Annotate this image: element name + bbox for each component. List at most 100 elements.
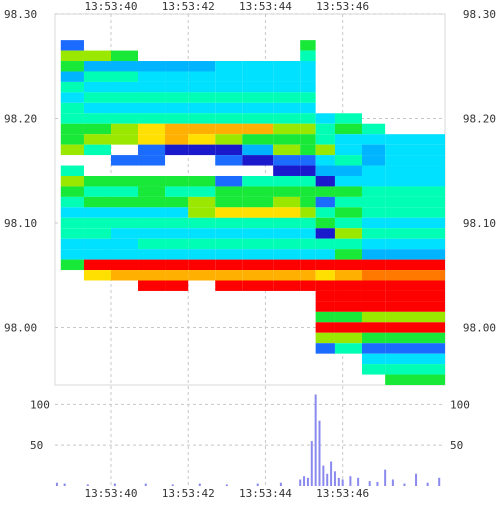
heatmap-cell — [361, 301, 386, 312]
heatmap-cell — [334, 290, 362, 302]
heatmap-cell — [385, 207, 445, 218]
heatmap-cell — [188, 207, 216, 218]
price-tick-label-right: 98.10 — [463, 217, 496, 230]
heatmap-cell — [83, 81, 111, 93]
heatmap-cell — [273, 249, 301, 260]
heatmap-cell — [60, 196, 84, 208]
heatmap-cell — [215, 207, 243, 218]
heatmap-cell — [83, 144, 111, 156]
heatmap-cell — [60, 102, 84, 114]
heatmap-cell — [138, 113, 166, 124]
heatmap-cell — [315, 249, 335, 260]
heatmap-cell — [385, 280, 445, 291]
heatmap-cell — [165, 196, 189, 208]
heatmap-cell — [334, 228, 362, 239]
volume-bar — [318, 420, 321, 486]
heatmap-cell — [273, 238, 301, 250]
heatmap-cell — [385, 364, 445, 375]
heatmap-cell — [215, 61, 243, 72]
heatmap-cell — [165, 102, 189, 114]
heatmap-cell — [165, 71, 189, 82]
price-tick-label-right: 98.20 — [463, 113, 496, 126]
heatmap-cell — [60, 238, 84, 250]
heatmap-cell — [273, 71, 301, 82]
heatmap-cell — [361, 155, 386, 166]
heatmap-cell — [385, 270, 445, 281]
heatmap-cell — [165, 81, 189, 93]
heatmap-cell — [110, 175, 139, 187]
heatmap-cell — [138, 175, 166, 187]
heatmap-cell — [242, 196, 274, 208]
heatmap-cell — [300, 40, 316, 51]
heatmap-cell — [138, 61, 166, 72]
heatmap-cell — [242, 123, 274, 135]
heatmap-cell — [188, 217, 216, 229]
heatmap-cell — [138, 270, 166, 281]
heatmap-cell — [215, 134, 243, 145]
price-tick-label-left: 98.00 — [4, 322, 37, 335]
heatmap-cell — [300, 280, 316, 291]
heatmap-cell — [138, 196, 166, 208]
heatmap-cell — [334, 322, 362, 333]
heatmap-cell — [242, 113, 274, 124]
heatmap-cell — [138, 134, 166, 145]
heatmap-cell — [385, 238, 445, 250]
heatmap-cell — [300, 50, 316, 62]
time-tick-label-top: 13:53:46 — [316, 0, 369, 13]
heatmap-cell — [60, 134, 84, 145]
heatmap-cell — [315, 322, 335, 333]
heatmap-cell — [110, 61, 139, 72]
heatmap-cell — [361, 217, 386, 229]
heatmap-cell — [385, 175, 445, 187]
heatmap-cell — [361, 144, 386, 156]
volume-bar — [368, 481, 371, 486]
heatmap-cell — [188, 175, 216, 187]
heatmap-cell — [361, 134, 386, 145]
heatmap-cell — [188, 196, 216, 208]
heatmap-cell — [315, 332, 335, 344]
heatmap-cell — [242, 134, 274, 145]
heatmap-cell — [138, 102, 166, 114]
heatmap-cell — [300, 217, 316, 229]
heatmap-cell — [334, 343, 362, 354]
volume-bar — [326, 473, 329, 486]
heatmap-cell — [361, 123, 386, 135]
heatmap-cell — [242, 81, 274, 93]
heatmap-cell — [300, 270, 316, 281]
heatmap-cell — [385, 165, 445, 176]
heatmap-cell — [385, 217, 445, 229]
heatmap-cell — [83, 249, 111, 260]
volume-bar — [333, 471, 336, 486]
heatmap-cell — [188, 71, 216, 82]
heatmap-cell — [300, 113, 316, 124]
heatmap-cell — [83, 207, 111, 218]
heatmap-cell — [83, 270, 111, 281]
heatmap-cell — [188, 134, 216, 145]
heatmap-cell — [60, 123, 84, 135]
heatmap-cell — [242, 270, 274, 281]
volume-bar — [415, 473, 418, 486]
heatmap-cell — [334, 259, 362, 271]
tick-label-layer: 13:53:40 13:53:40 13:53:42 13:53:42 13:53:44… — [4, 0, 496, 500]
heatmap-cell — [361, 228, 386, 239]
heatmap-cell — [273, 259, 301, 271]
heatmap-cell — [60, 71, 84, 82]
heatmap-cell — [300, 196, 316, 208]
heatmap-cell — [361, 165, 386, 176]
heatmap-cell — [385, 374, 445, 385]
heatmap-cell — [215, 155, 243, 166]
heatmap-cell — [361, 332, 386, 344]
price-tick-label-right: 98.00 — [463, 322, 496, 335]
heatmap-cell — [315, 290, 335, 302]
heatmap-cell — [138, 207, 166, 218]
time-tick-label-top: 13:53:42 — [162, 0, 215, 13]
heatmap-cell — [385, 343, 445, 354]
volume-bar — [303, 476, 306, 486]
heatmap-cell — [138, 280, 166, 291]
heatmap-cell — [110, 81, 139, 93]
heatmap-cell — [385, 290, 445, 302]
price-tick-label-left: 98.10 — [4, 217, 37, 230]
time-tick-label-bottom: 13:53:40 — [84, 487, 137, 500]
time-tick-label-bottom: 13:53:44 — [239, 487, 292, 500]
heatmap-cell — [300, 207, 316, 218]
